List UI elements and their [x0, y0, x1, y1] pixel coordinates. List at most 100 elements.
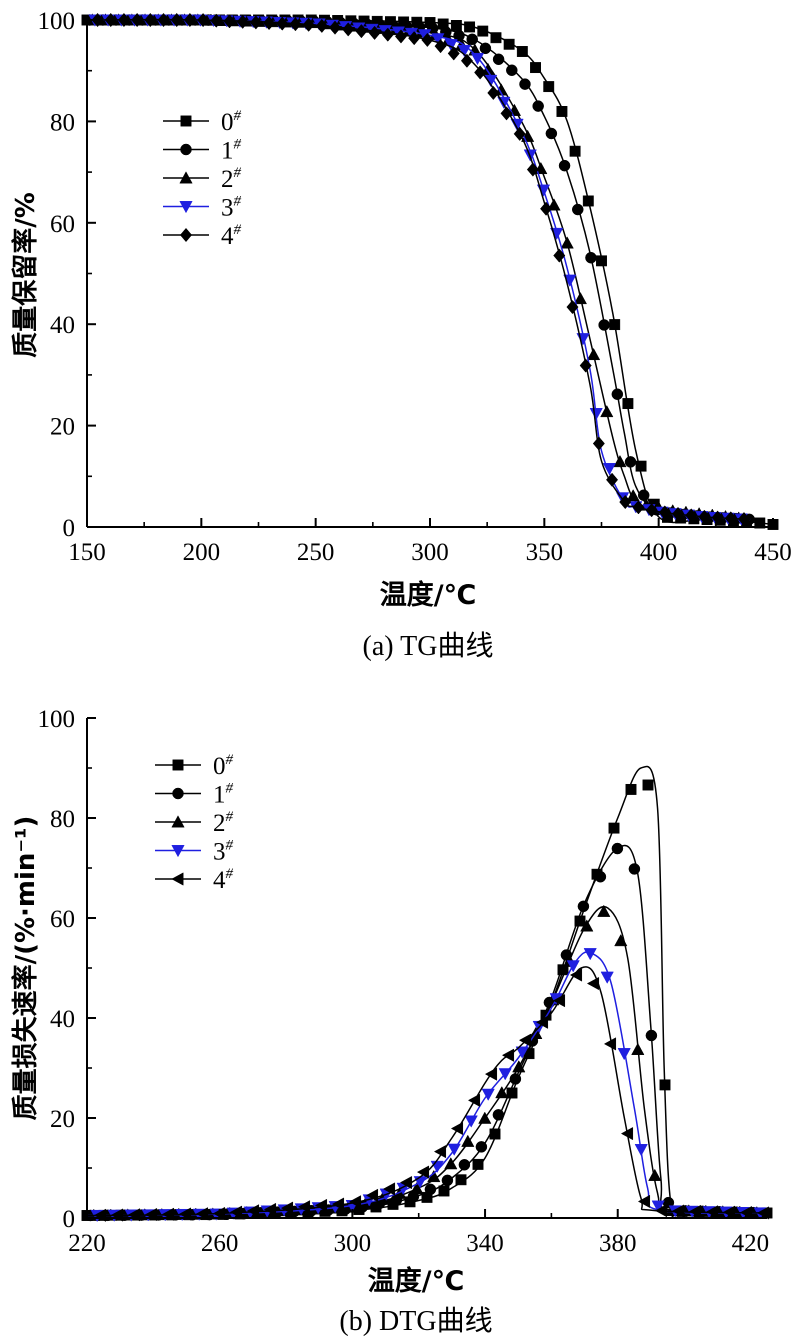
dtg-series-3-point — [498, 1068, 512, 1081]
dtg-series-0-point — [608, 822, 620, 834]
tg-series-0-point — [464, 21, 476, 33]
dtg-series-4-point — [535, 1015, 549, 1029]
tg-series-3-point — [576, 333, 590, 346]
tg-series-1-point — [558, 159, 571, 172]
tg-series-1-point — [624, 456, 637, 468]
dtg-series-4-point — [195, 1207, 209, 1221]
dtg-legend-marker — [171, 872, 184, 886]
dtg-legend-label: 0# — [213, 752, 234, 780]
dtg-series-2-point — [410, 1181, 424, 1194]
tg-series-4-point — [408, 31, 421, 46]
dtg-series-4-point — [382, 1182, 396, 1196]
dtg-x-tick-label: 300 — [334, 1230, 372, 1257]
tg-y-tick-label: 20 — [50, 414, 75, 441]
tg-series-4-point — [671, 506, 685, 522]
dtg-caption: (b) DTG曲线 — [339, 1305, 492, 1337]
tg-series-1-point — [453, 29, 465, 42]
tg-series-4-point — [592, 436, 605, 451]
dtg-series-0-line — [86, 765, 768, 1218]
tg-series-4-point — [315, 18, 328, 33]
tg-series-4-point — [276, 16, 289, 31]
tg-series-4-point — [579, 358, 592, 373]
tg-series-4-point — [540, 201, 553, 216]
tg-series-4-point — [342, 22, 355, 37]
tg-series-4-point — [91, 12, 104, 28]
tg-series-3-point — [602, 463, 617, 476]
dtg-y-tick-label: 20 — [50, 1106, 75, 1133]
tg-x-tick-label: 400 — [640, 539, 678, 566]
dtg-series-4-point — [229, 1205, 243, 1219]
tg-series-3-line — [86, 18, 751, 521]
dtg-series-2-point — [461, 1134, 475, 1147]
tg-series-1-point — [585, 251, 597, 264]
dtg-series-1-point — [458, 1159, 471, 1171]
tg-series-4-point — [685, 508, 698, 523]
tg-series-2-point — [600, 404, 614, 418]
tg-series-1-point — [572, 203, 584, 216]
dtg-series-1-point — [628, 863, 641, 875]
tg-x-tick-label: 300 — [411, 539, 449, 566]
dtg-series-0-point — [438, 1185, 450, 1197]
dtg-series-2-point — [597, 904, 611, 917]
dtg-series-0-point — [455, 1174, 467, 1186]
tg-series-0-point — [490, 32, 502, 44]
dtg-series-1-line — [86, 844, 768, 1217]
dtg-series-4-point — [348, 1195, 362, 1209]
tg-series-4-point — [263, 15, 276, 31]
tg-series-4-point — [131, 12, 144, 28]
dtg-series-2-point — [580, 919, 594, 932]
dtg-series-2-point — [648, 1168, 662, 1181]
tg-y-tick-label: 60 — [50, 211, 75, 238]
tg-series-1-point — [506, 64, 518, 77]
dtg-series-4-point — [416, 1165, 430, 1179]
dtg-legend-marker — [172, 787, 184, 800]
dtg-series-4-point — [637, 1194, 651, 1209]
dtg-series-2-point — [512, 1060, 526, 1073]
tg-series-4-point — [487, 85, 500, 101]
tg-series-4-point — [144, 12, 157, 28]
dtg-y-tick-label: 60 — [50, 906, 75, 933]
dtg-series-4-point — [756, 1206, 770, 1220]
tg-series-0-point — [582, 195, 594, 207]
tg-legend-label: 0# — [221, 108, 242, 136]
dtg-y-tick-label: 100 — [38, 706, 76, 733]
dtg-series-4-point — [297, 1200, 311, 1214]
dtg-series-3-point — [447, 1143, 461, 1156]
tg-legend-marker — [179, 227, 193, 243]
tg-y-tick-label: 40 — [50, 312, 75, 339]
tg-series-1-point — [492, 53, 505, 66]
dtg-series-0-point — [625, 783, 637, 795]
dtg-series-4-point — [518, 1033, 532, 1047]
dtg-series-4-point — [552, 994, 566, 1008]
dtg-chart: 220 260 300 340 380 420 0 20 40 60 80 100 0#1#2#3#4… — [10, 706, 773, 1337]
tg-series-4-point — [104, 12, 117, 28]
dtg-series-3-point — [464, 1115, 478, 1128]
dtg-series-4-point — [603, 1037, 617, 1051]
dtg-x-axis-label: 温度/℃ — [368, 1265, 465, 1297]
tg-x-tick-label: 150 — [68, 539, 106, 566]
dtg-series-4-point — [688, 1204, 702, 1219]
tg-series-4-point — [474, 65, 487, 80]
tg-series-1-point — [532, 100, 544, 112]
tg-chart: 150 200 250 300 350 400 450 0 20 40 60 80 100 0#1#2#… — [10, 8, 792, 662]
dtg-series-1-point — [492, 1109, 505, 1121]
tg-series-1-point — [611, 388, 624, 400]
dtg-x-tick-label: 260 — [201, 1230, 239, 1257]
tg-series-4-point — [170, 12, 183, 28]
dtg-series-4-point — [246, 1204, 260, 1218]
tg-series-4-point — [566, 299, 579, 315]
tg-series-4-point — [460, 53, 473, 68]
tg-series-4-point — [117, 12, 130, 28]
tg-x-tick-label: 200 — [183, 539, 221, 566]
tg-series-2-point — [613, 454, 627, 468]
tg-series-3-point — [457, 44, 471, 58]
tg-series-0-point — [754, 517, 766, 529]
tg-series-1-point — [545, 127, 558, 140]
tg-series-1-point — [637, 489, 650, 501]
dtg-series-3-point — [651, 1200, 665, 1213]
tg-series-1-point — [479, 42, 492, 55]
dtg-series-3-point — [515, 1046, 529, 1059]
dtg-series-2-point — [444, 1157, 458, 1170]
tg-legend-label: 2# — [221, 165, 242, 193]
